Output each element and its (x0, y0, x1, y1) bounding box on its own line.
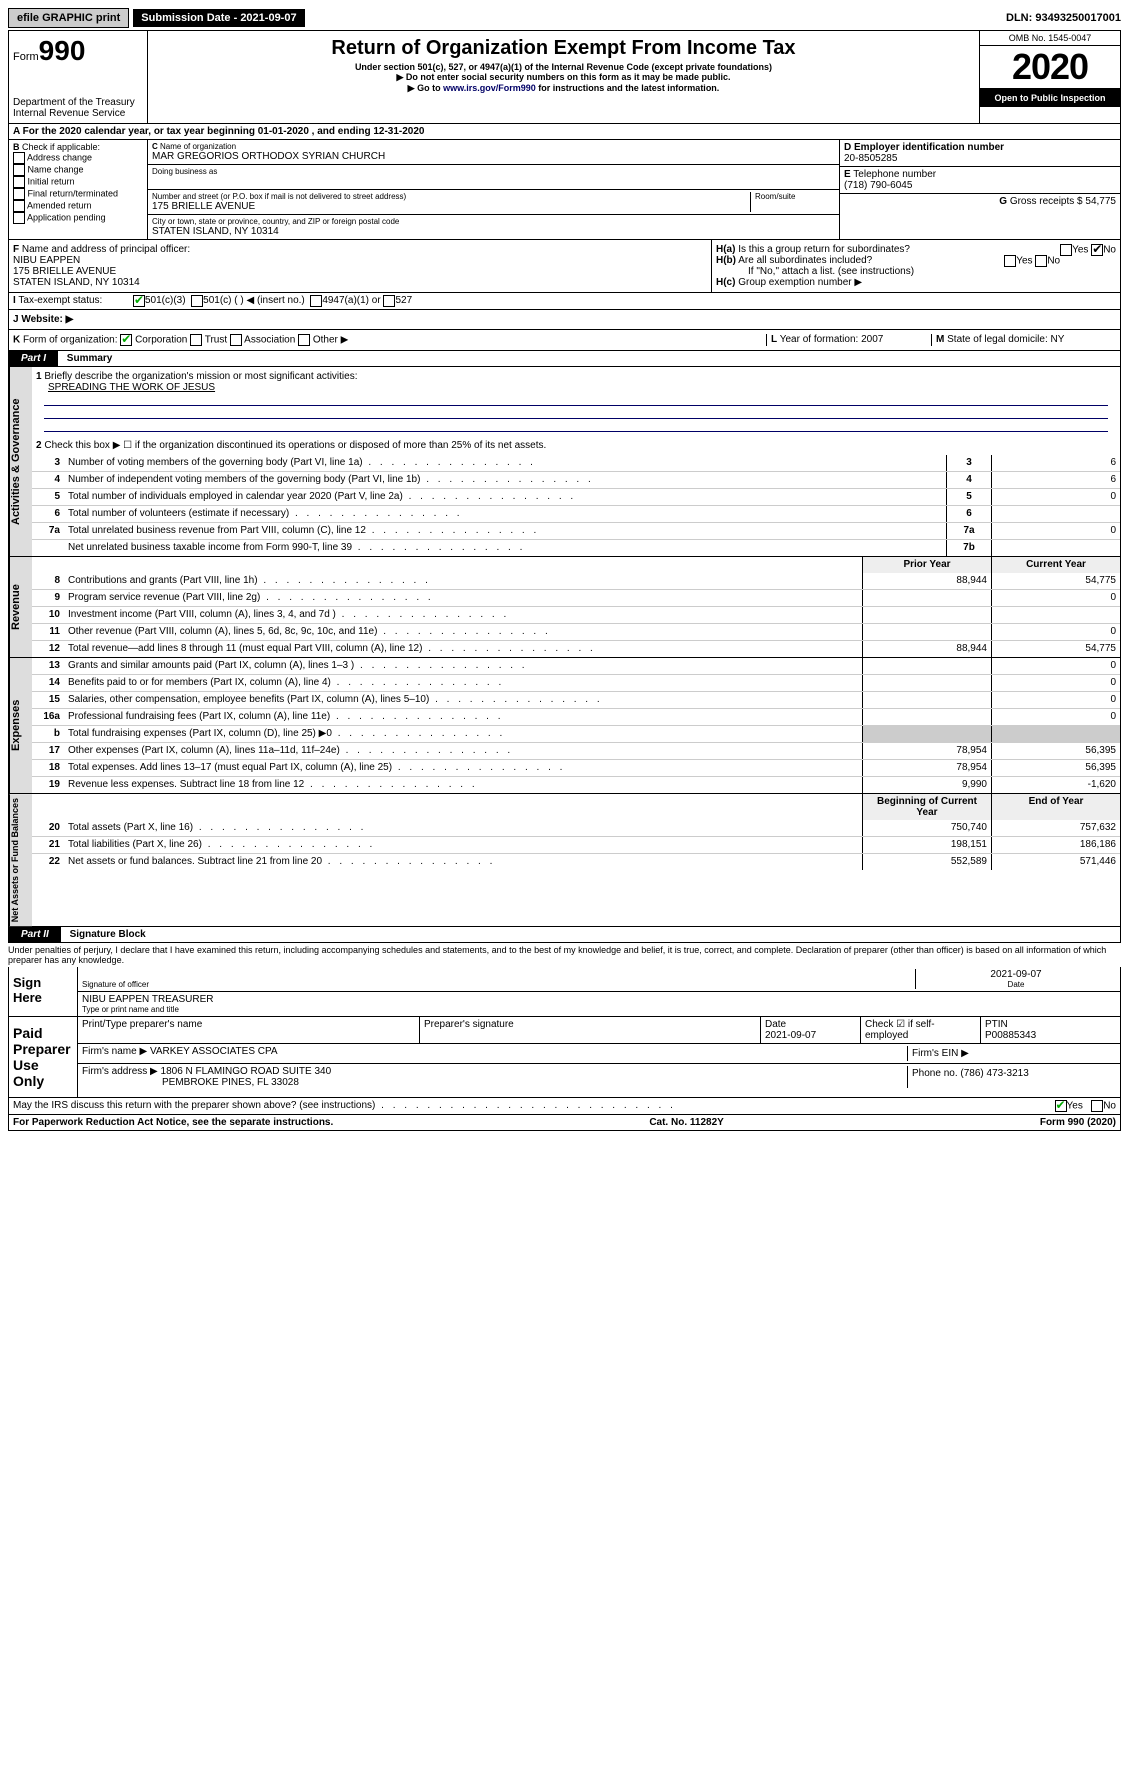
sign-here-block: Sign Here Signature of officer 2021-09-0… (8, 967, 1121, 1017)
phone-value: (718) 790-6045 (844, 180, 1116, 191)
discuss-row: May the IRS discuss this return with the… (8, 1098, 1121, 1115)
tax-year: 2020 (980, 45, 1120, 89)
form-number: Form990 (13, 35, 143, 67)
summary-line: Net unrelated business taxable income fr… (32, 539, 1120, 556)
summary-line: 17Other expenses (Part IX, column (A), l… (32, 742, 1120, 759)
efile-button[interactable]: efile GRAPHIC print (8, 8, 129, 28)
summary-line: 8Contributions and grants (Part VIII, li… (32, 573, 1120, 589)
form-subtitle: Under section 501(c), 527, or 4947(a)(1)… (152, 62, 975, 72)
summary-line: 11Other revenue (Part VIII, column (A), … (32, 623, 1120, 640)
part1-net-assets: Net Assets or Fund Balances Beginning of… (8, 794, 1121, 927)
dln-label: DLN: 93493250017001 (1006, 12, 1121, 24)
summary-line: 12Total revenue—add lines 8 through 11 (… (32, 640, 1120, 657)
summary-line: 20Total assets (Part X, line 16)750,7407… (32, 820, 1120, 836)
org-address: 175 BRIELLE AVENUE (152, 201, 750, 212)
summary-line: 21Total liabilities (Part X, line 26)198… (32, 836, 1120, 853)
summary-line: 6Total number of volunteers (estimate if… (32, 505, 1120, 522)
org-city: STATEN ISLAND, NY 10314 (152, 226, 835, 237)
ein-value: 20-8505285 (844, 153, 1116, 164)
period-row: A For the 2020 calendar year, or tax yea… (8, 124, 1121, 140)
paid-preparer-block: Paid Preparer Use Only Print/Type prepar… (8, 1017, 1121, 1098)
box-d-e-g: D Employer identification number 20-8505… (839, 140, 1120, 239)
form-header: Form990 Department of the Treasury Inter… (8, 30, 1121, 124)
summary-line: 13Grants and similar amounts paid (Part … (32, 658, 1120, 674)
part1-expenses: Expenses 13Grants and similar amounts pa… (8, 658, 1121, 794)
box-f-h-row: F Name and address of principal officer:… (8, 240, 1121, 293)
section-b-row: B Check if applicable: Address change Na… (8, 140, 1121, 240)
footer-row: For Paperwork Reduction Act Notice, see … (8, 1115, 1121, 1131)
summary-line: 5Total number of individuals employed in… (32, 488, 1120, 505)
mission-text: SPREADING THE WORK OF JESUS (36, 382, 215, 393)
summary-line: 10Investment income (Part VIII, column (… (32, 606, 1120, 623)
irs-link[interactable]: www.irs.gov/Form990 (443, 83, 536, 93)
net-header-row: Beginning of Current Year End of Year (32, 794, 1120, 820)
box-b: B Check if applicable: Address change Na… (9, 140, 148, 239)
form-note-link: ▶ Go to www.irs.gov/Form990 for instruct… (152, 83, 975, 94)
officer-name-title: NIBU EAPPEN TREASURER (82, 994, 214, 1005)
officer-name: NIBU EAPPEN (13, 255, 80, 266)
top-toolbar: efile GRAPHIC print Submission Date - 20… (8, 8, 1121, 28)
open-to-public-badge: Open to Public Inspection (980, 89, 1120, 107)
org-name: MAR GREGORIOS ORTHODOX SYRIAN CHURCH (152, 151, 835, 162)
form-note-ssn: ▶ Do not enter social security numbers o… (152, 72, 975, 83)
summary-line: 7aTotal unrelated business revenue from … (32, 522, 1120, 539)
irs-label: Internal Revenue Service (13, 108, 143, 119)
summary-line: 19Revenue less expenses. Subtract line 1… (32, 776, 1120, 793)
tax-exempt-row: I Tax-exempt status: 501(c)(3) 501(c) ( … (8, 293, 1121, 310)
omb-number: OMB No. 1545-0047 (980, 31, 1120, 45)
form-title: Return of Organization Exempt From Incom… (152, 37, 975, 60)
box-c: C Name of organization MAR GREGORIOS ORT… (148, 140, 839, 239)
part1-revenue: Revenue Prior Year Current Year 8Contrib… (8, 557, 1121, 658)
summary-line: 18Total expenses. Add lines 13–17 (must … (32, 759, 1120, 776)
perjury-statement: Under penalties of perjury, I declare th… (8, 943, 1121, 967)
summary-line: 16aProfessional fundraising fees (Part I… (32, 708, 1120, 725)
revenue-header-row: Prior Year Current Year (32, 557, 1120, 573)
gross-receipts: 54,775 (1085, 196, 1116, 207)
summary-line: 9Program service revenue (Part VIII, lin… (32, 589, 1120, 606)
website-row: J Website: ▶ (8, 310, 1121, 330)
summary-line: 15Salaries, other compensation, employee… (32, 691, 1120, 708)
part1-governance: Activities & Governance 1 Briefly descri… (8, 367, 1121, 557)
firm-name: VARKEY ASSOCIATES CPA (150, 1046, 278, 1057)
summary-line: 14Benefits paid to or for members (Part … (32, 674, 1120, 691)
department-label: Department of the Treasury (13, 97, 143, 108)
part1-header: Part I Summary (8, 351, 1121, 367)
submission-date-badge: Submission Date - 2021-09-07 (133, 9, 304, 27)
box-k-l-m-row: K Form of organization: Corporation Trus… (8, 330, 1121, 351)
part2-header: Part II Signature Block (8, 927, 1121, 943)
summary-line: 4Number of independent voting members of… (32, 471, 1120, 488)
summary-line: 22Net assets or fund balances. Subtract … (32, 853, 1120, 870)
summary-line: bTotal fundraising expenses (Part IX, co… (32, 725, 1120, 742)
summary-line: 3Number of voting members of the governi… (32, 455, 1120, 471)
